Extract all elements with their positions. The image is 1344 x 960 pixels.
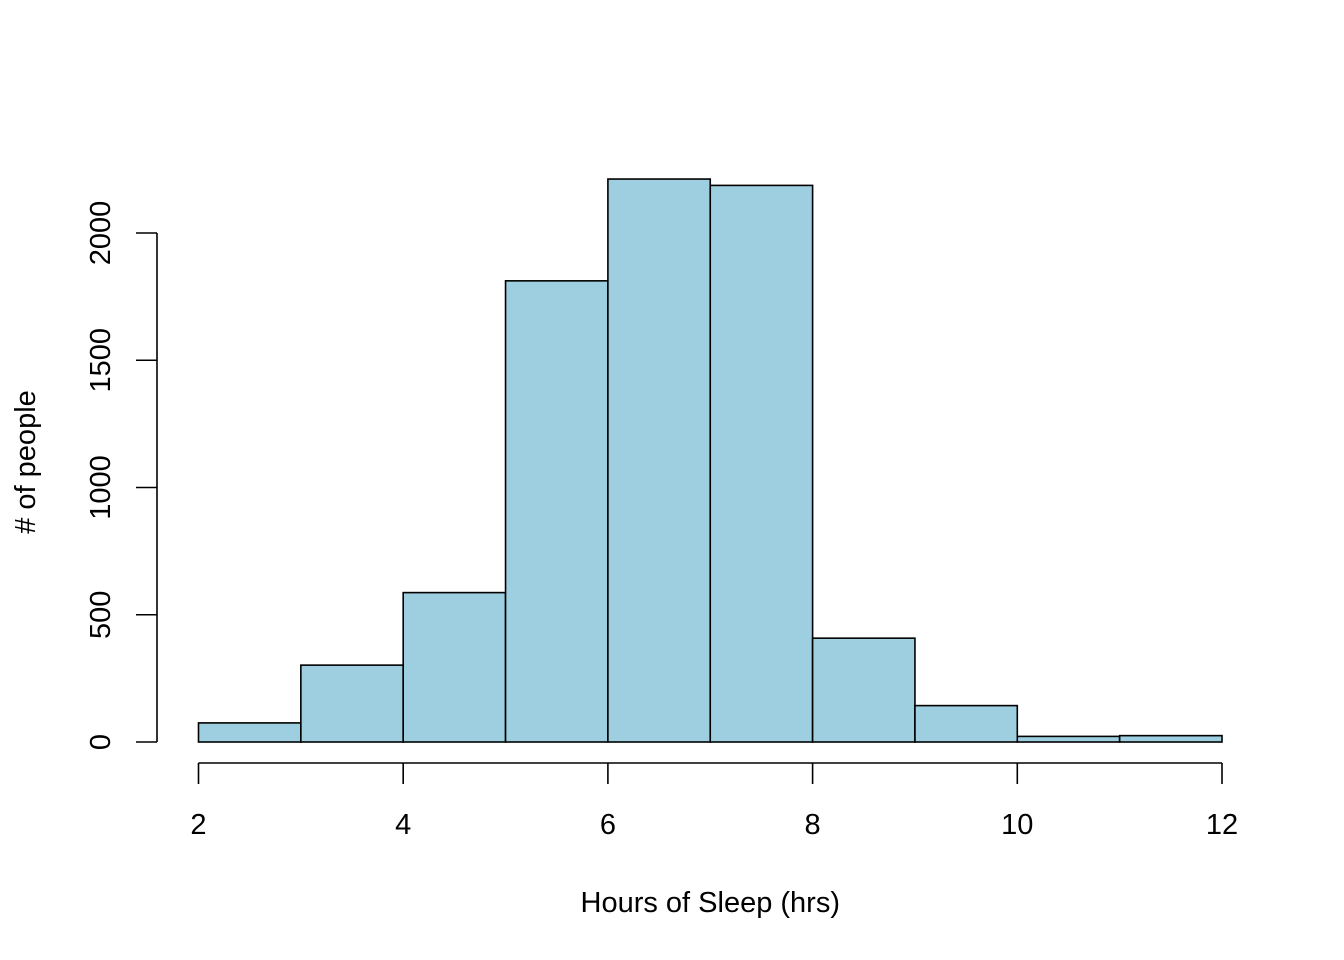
y-tick-label: 2000 <box>85 201 117 266</box>
histogram-bar-8 <box>1016 735 1121 743</box>
y-axis: 0 500 1000 1500 2000 <box>85 201 158 750</box>
histogram-bar-3 <box>504 280 609 743</box>
histogram-bars <box>197 178 1223 743</box>
histogram-bar-5 <box>709 184 814 743</box>
histogram-bar-7 <box>914 704 1019 743</box>
histogram-bar-2 <box>402 591 507 743</box>
x-tick-label: 6 <box>600 809 616 841</box>
x-tick-label: 8 <box>805 809 821 841</box>
histogram-bar-0 <box>197 722 302 743</box>
x-tick-label: 12 <box>1206 809 1238 841</box>
y-tick-label: 1500 <box>85 328 117 393</box>
x-axis: 2 4 6 8 10 12 <box>190 762 1238 841</box>
y-tick-label: 500 <box>85 591 117 639</box>
histogram-bar-1 <box>300 664 405 743</box>
histogram-bar-9 <box>1118 734 1223 743</box>
y-tick-label: 1000 <box>85 455 117 520</box>
y-axis-title: # of people <box>10 390 42 534</box>
x-tick-label: 2 <box>190 809 206 841</box>
x-tick-label: 4 <box>395 809 411 841</box>
histogram-bar-4 <box>607 178 712 743</box>
x-tick-label: 10 <box>1001 809 1033 841</box>
y-tick-label: 0 <box>85 734 117 750</box>
x-axis-title: Hours of Sleep (hrs) <box>581 887 841 919</box>
histogram-bar-6 <box>811 637 916 743</box>
